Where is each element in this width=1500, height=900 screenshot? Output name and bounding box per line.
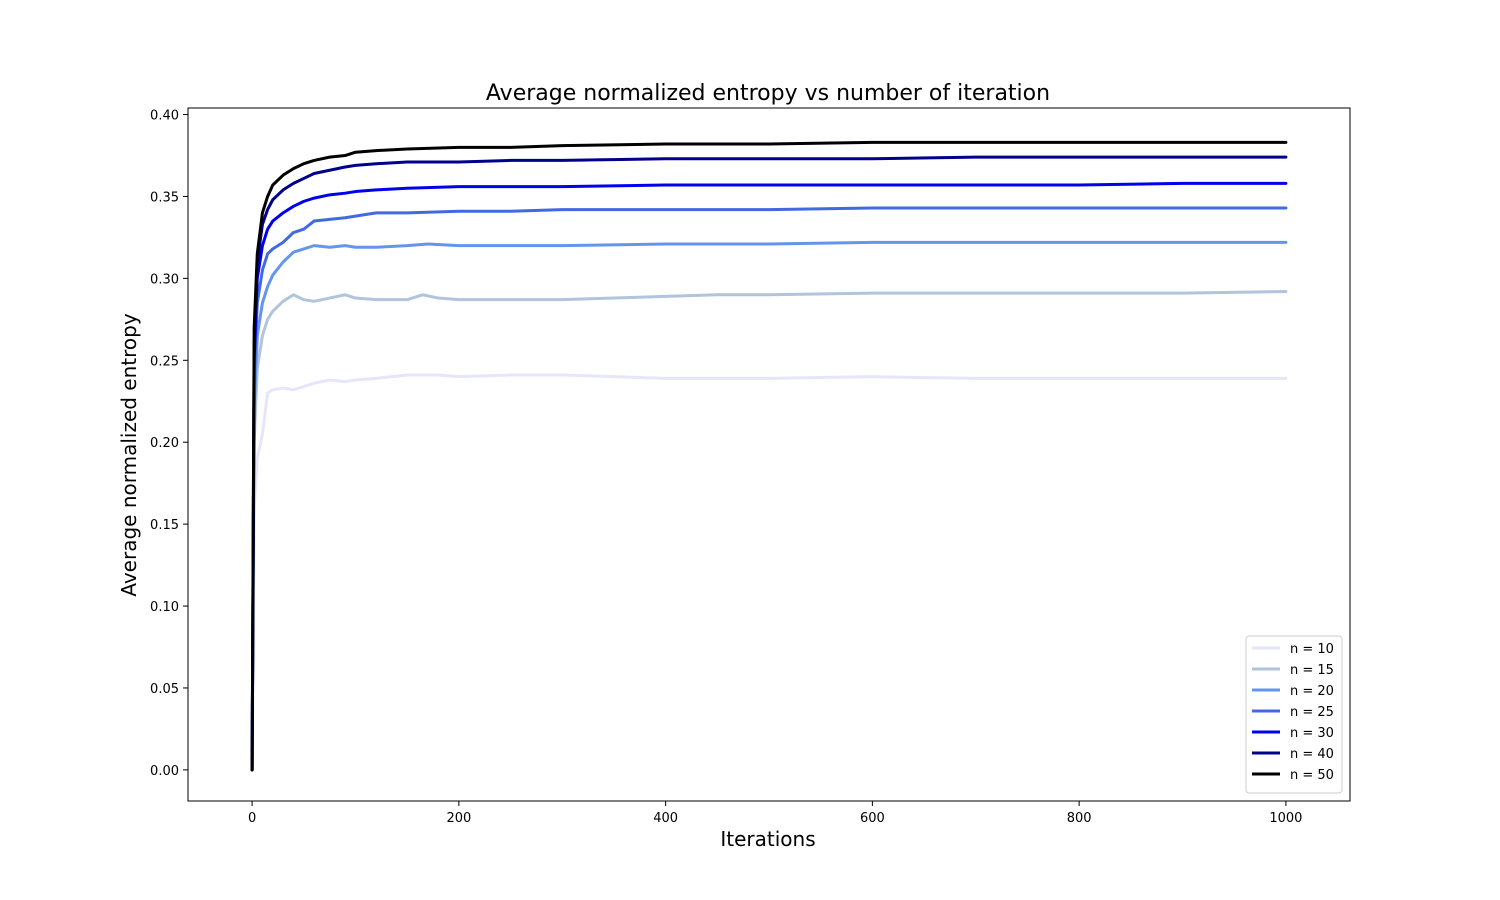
x-tick-label: 400 [653, 811, 678, 826]
y-tick-label: 0.20 [150, 436, 179, 451]
x-axis-title: Iterations [720, 827, 815, 851]
legend-label: n = 15 [1290, 663, 1334, 678]
x-tick-label: 800 [1067, 811, 1092, 826]
series-line-n-40 [250, 155, 1288, 772]
x-tick-label: 600 [860, 811, 885, 826]
series-line-n-10 [250, 373, 1288, 772]
series-line-n-25 [250, 206, 1288, 772]
y-tick-label: 0.05 [150, 682, 179, 697]
series-line-n-20 [250, 240, 1288, 772]
x-tick-label: 200 [446, 811, 471, 826]
y-tick-label: 0.10 [150, 600, 179, 615]
y-tick-label: 0.30 [150, 272, 179, 287]
plot-frame [187, 107, 1351, 802]
legend-label: n = 25 [1290, 705, 1334, 720]
legend-label: n = 40 [1290, 747, 1334, 762]
y-tick-label: 0.15 [150, 518, 179, 533]
y-tick-label: 0.00 [150, 764, 179, 779]
y-tick-label: 0.40 [150, 109, 179, 124]
series-line-n-15 [250, 289, 1288, 772]
series-line-n-50 [250, 140, 1288, 772]
legend-label: n = 50 [1290, 768, 1334, 783]
x-tick-label: 1000 [1269, 811, 1302, 826]
y-tick-label: 0.25 [150, 354, 179, 369]
chart-title: Average normalized entropy vs number of … [486, 81, 1050, 106]
legend-label: n = 30 [1290, 726, 1334, 741]
legend-label: n = 20 [1290, 684, 1334, 699]
legend: n = 10 n = 15 n = 20 n = 25 n = 30 n = 40 n = … [1245, 635, 1343, 794]
axes: 0 200 400 600 800 1000 0.00 0.05 0.10 0.15 0.20 0.2… [150, 107, 1351, 826]
plot-area [250, 140, 1288, 772]
y-axis-title: Average normalized entropy [117, 313, 141, 597]
x-tick-label: 0 [248, 811, 256, 826]
series-line-n-30 [250, 181, 1288, 772]
legend-label: n = 10 [1290, 642, 1334, 657]
y-tick-label: 0.35 [150, 190, 179, 205]
